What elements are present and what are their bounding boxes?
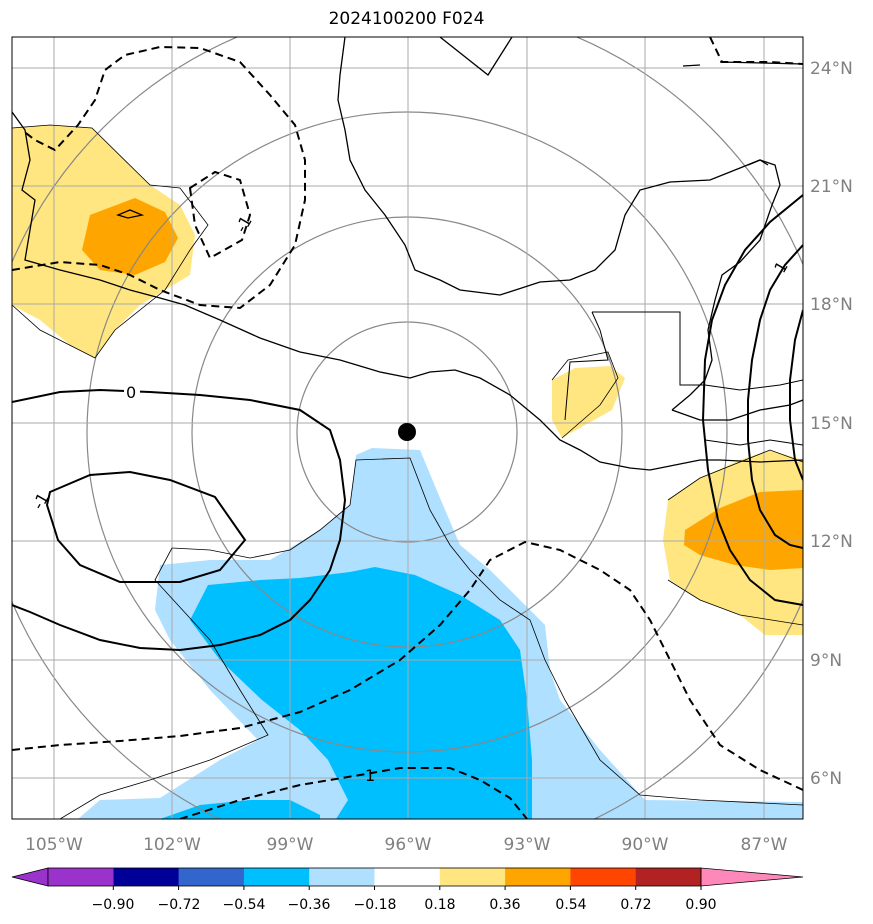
strong-negative-region-south bbox=[190, 567, 532, 819]
dashed-contour-small-loop bbox=[188, 170, 252, 260]
strong-negative-region-southwest bbox=[160, 800, 320, 819]
graticule bbox=[12, 37, 803, 819]
contour-positive-one-east-inner bbox=[747, 244, 803, 549]
lon-label-87: 87°W bbox=[741, 835, 788, 855]
lat-label-9: 9°N bbox=[810, 651, 842, 671]
lat-label-24: 24°N bbox=[810, 59, 853, 79]
lat-label-6: 6°N bbox=[810, 769, 842, 789]
map-plot-area: 0 1 -1 1 -1 bbox=[12, 37, 803, 819]
strong-positive-region-east bbox=[684, 490, 803, 570]
colorbar-cell bbox=[309, 868, 375, 886]
lat-label-12: 12°N bbox=[810, 532, 853, 552]
honduras-border bbox=[704, 379, 803, 446]
lon-label-96: 96°W bbox=[385, 835, 432, 855]
cb-tick-label-1: −0.72 bbox=[158, 897, 201, 913]
colorbar-cell bbox=[439, 868, 506, 886]
cb-tick-label-4: −0.18 bbox=[354, 897, 397, 913]
colorbar-cell bbox=[505, 868, 571, 886]
colorbar-cell bbox=[635, 868, 702, 886]
positive-anomaly-region-central bbox=[552, 366, 625, 438]
pacific-coast-mexico-central-america bbox=[12, 111, 803, 471]
map-title: 2024100200 F024 bbox=[328, 9, 485, 29]
baja-coast bbox=[439, 37, 513, 76]
contour-negative-one-west bbox=[45, 470, 247, 583]
storm-center-marker bbox=[398, 423, 416, 441]
contour-label-zero: 0 bbox=[126, 383, 136, 402]
strong-positive-region-northwest bbox=[82, 198, 178, 275]
colorbar-cells bbox=[11, 867, 804, 887]
cb-tick-label-0: −0.90 bbox=[92, 897, 135, 913]
colorbar-cell bbox=[243, 868, 310, 886]
caribbean-coast-honduras bbox=[671, 399, 803, 421]
gulf-coast bbox=[337, 37, 781, 301]
coastlines bbox=[12, 37, 803, 471]
dashed-contour-northwest bbox=[12, 45, 306, 310]
contour-label-one-south: 1 bbox=[365, 766, 375, 785]
cb-tick-label-8: 0.72 bbox=[620, 897, 651, 913]
range-rings bbox=[12, 37, 803, 819]
lon-label-93: 93°W bbox=[504, 835, 551, 855]
lon-label-105: 105°W bbox=[25, 835, 83, 855]
colorbar-over-arrow bbox=[700, 867, 804, 887]
colorbar-under-arrow bbox=[11, 867, 49, 887]
shaded-fields bbox=[12, 125, 803, 819]
lat-label-15: 15°N bbox=[810, 414, 853, 434]
contour-positive-one-east bbox=[701, 194, 803, 606]
bay-islands bbox=[116, 159, 769, 219]
lon-label-90: 90°W bbox=[622, 835, 669, 855]
yucatan-east-coast bbox=[671, 299, 716, 411]
colorbar-ticks bbox=[112, 886, 702, 890]
cb-tick-label-3: −0.36 bbox=[288, 897, 331, 913]
colorbar-cell bbox=[178, 868, 245, 886]
cb-tick-label-2: −0.54 bbox=[223, 897, 266, 913]
lat-label-21: 21°N bbox=[810, 177, 853, 197]
colorbar: −0.90 −0.72 −0.54 −0.36 −0.18 0.18 0.36 … bbox=[11, 867, 804, 913]
colorbar-tick-labels: −0.90 −0.72 −0.54 −0.36 −0.18 0.18 0.36 … bbox=[92, 897, 717, 913]
latitude-labels: 24°N 21°N 18°N 15°N 12°N 9°N 6°N bbox=[810, 59, 853, 789]
colorbar-cell bbox=[113, 868, 180, 886]
contour-zero bbox=[12, 388, 347, 652]
contour-east-edge bbox=[789, 309, 803, 481]
lon-label-102: 102°W bbox=[143, 835, 201, 855]
guatemala-border bbox=[564, 311, 705, 421]
cb-tick-label-5: 0.18 bbox=[424, 897, 455, 913]
cb-tick-label-9: 0.90 bbox=[685, 897, 716, 913]
dashed-contour-bottom bbox=[179, 767, 528, 819]
colorbar-cell bbox=[48, 868, 114, 886]
colorbar-cell bbox=[374, 868, 441, 886]
cb-tick-label-6: 0.36 bbox=[489, 897, 520, 913]
thin-outline-polygons bbox=[12, 124, 803, 819]
plot-frame bbox=[11, 36, 804, 820]
longitude-labels: 105°W 102°W 99°W 96°W 93°W 90°W 87°W bbox=[25, 835, 788, 855]
lon-label-99: 99°W bbox=[267, 835, 314, 855]
dashed-contours bbox=[12, 37, 803, 819]
colorbar-cell bbox=[570, 868, 637, 886]
solid-contours bbox=[12, 194, 803, 652]
dashed-contour-northeast bbox=[709, 37, 803, 65]
lat-label-18: 18°N bbox=[810, 295, 853, 315]
dashed-contour-south bbox=[12, 540, 803, 791]
cb-tick-label-7: 0.54 bbox=[555, 897, 586, 913]
